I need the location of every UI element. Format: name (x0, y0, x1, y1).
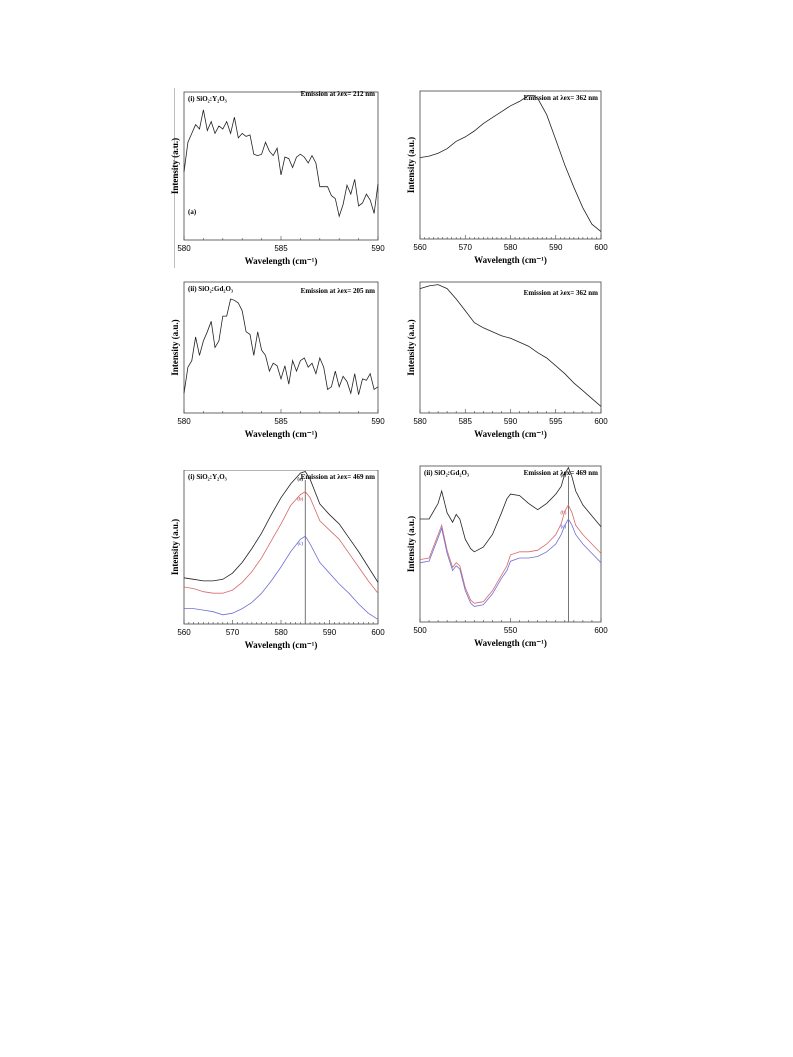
x-tick-label: 585 (274, 417, 288, 426)
y-axis-title: Intensity (a.u.) (170, 319, 180, 375)
y-axis-title: Intensity (a.u.) (406, 319, 416, 375)
chart-panel-2: 560 570 580 590 600 Wavelength (cm⁻¹) Intensit… (400, 85, 610, 275)
series-label: (a) (560, 474, 566, 479)
x-tick-label: 560 (177, 628, 191, 637)
x-tick-label: 590 (323, 628, 337, 637)
series-line-1 (419, 94, 602, 232)
series-line-1 (419, 284, 602, 407)
chart-svg: 580 585 590 Wavelength (cm⁻¹) Intensity (a.u… (170, 90, 385, 266)
plot-frame (183, 469, 379, 625)
chart-svg: 560 570 580 590 600 Wavelength (cm⁻¹) Intensit… (170, 469, 385, 650)
series-line-2 (183, 491, 379, 594)
series-line-1 (420, 466, 602, 553)
panel-label: (i) SiO₂:Y₂O₃ (188, 473, 227, 481)
x-tick-label: 600 (371, 628, 385, 637)
x-tick-label: 585 (459, 417, 473, 426)
plot-frame (419, 281, 602, 414)
x-axis-title: Wavelength (cm⁻¹) (474, 255, 547, 265)
chart-panel-4: 580 585 590 595 600 Wavelength (cm⁻¹) Intensit… (400, 278, 610, 458)
x-tick-label: 570 (226, 628, 240, 637)
x-tick-label: 585 (274, 244, 288, 253)
x-tick-label: 570 (459, 243, 473, 252)
emission-label: Emission at λex= 362 nm (524, 94, 598, 102)
series-line-1 (183, 471, 379, 583)
plot-frame (419, 90, 602, 240)
series-line-1 (183, 298, 379, 395)
x-tick-label: 590 (371, 417, 385, 426)
x-tick-label: 600 (594, 417, 608, 426)
x-tick-label: 580 (177, 417, 191, 426)
x-tick-label: 595 (549, 417, 563, 426)
emission-label: Emission at λex= 362 nm (524, 289, 598, 297)
x-tick-label: 560 (413, 243, 427, 252)
x-axis-title: Wavelength (cm⁻¹) (245, 429, 318, 439)
series-line-3 (184, 535, 379, 620)
x-axis-title: Wavelength (cm⁻¹) (474, 638, 547, 648)
panel-label: (i) SiO₂:Y₂O₃ (188, 95, 227, 103)
series-line-3 (419, 518, 602, 607)
x-tick-label: 600 (594, 626, 608, 635)
chart-panel-1: 580 585 590 Wavelength (cm⁻¹) Intensity (a.u… (170, 85, 385, 275)
panel-label: (ii) SiO₂:Gd₂O₃ (188, 285, 233, 293)
x-tick-label: 580 (274, 628, 288, 637)
series-line-1 (183, 109, 379, 218)
series-label: (b) (560, 511, 566, 516)
chart-panel-5: 560 570 580 590 600 Wavelength (cm⁻¹) Intensit… (170, 469, 385, 670)
x-axis-title: Wavelength (cm⁻¹) (245, 256, 318, 266)
chart-svg: 580 585 590 595 600 Wavelength (cm⁻¹) Intensit… (406, 281, 608, 439)
y-axis-title: Intensity (a.u.) (406, 137, 416, 193)
series-label: (a) (297, 478, 303, 483)
x-tick-label: 590 (504, 417, 518, 426)
x-tick-label: 580 (504, 243, 518, 252)
series-label: (c) (561, 525, 567, 530)
emission-label: Emission at λex= 212 nm (301, 90, 375, 98)
plot-frame (183, 91, 379, 241)
series-label: (c) (297, 542, 303, 547)
plot-frame (183, 281, 379, 414)
x-axis-title: Wavelength (cm⁻¹) (245, 640, 318, 650)
chart-svg: 580 585 590 Wavelength (cm⁻¹) Intensity (a.u… (170, 281, 385, 439)
chart-svg: 560 570 580 590 600 Wavelength (cm⁻¹) Intensit… (406, 90, 608, 265)
x-tick-label: 550 (504, 626, 518, 635)
x-tick-label: 600 (594, 243, 608, 252)
x-tick-label: 500 (413, 626, 427, 635)
y-axis-title: Intensity (a.u.) (170, 519, 180, 575)
x-tick-label: 580 (177, 244, 191, 253)
y-axis-title: Intensity (a.u.) (170, 138, 180, 194)
x-tick-label: 590 (371, 244, 385, 253)
panel-label: (ii) SiO₂:Gd₂O₃ (424, 469, 469, 477)
x-axis-title: Wavelength (cm⁻¹) (474, 429, 547, 439)
emission-label: Emission at λex= 205 nm (301, 287, 375, 295)
corner-label: (a) (188, 208, 197, 216)
series-line-2 (419, 504, 602, 604)
page-divider (174, 88, 175, 268)
emission-label: Emission at λex= 469 nm (524, 469, 598, 477)
x-tick-label: 590 (549, 243, 563, 252)
y-axis-title: Intensity (a.u.) (406, 516, 416, 572)
chart-panel-6: 500 550 600 Wavelength (cm⁻¹) Intensity (a.u… (400, 462, 610, 667)
chart-panel-3: 580 585 590 Wavelength (cm⁻¹) Intensity (a.u… (170, 278, 385, 458)
series-label: (b) (297, 498, 303, 503)
x-tick-label: 580 (413, 417, 427, 426)
plot-frame (419, 465, 602, 623)
emission-label: Emission at λex= 469 nm (301, 473, 375, 481)
chart-svg: 500 550 600 Wavelength (cm⁻¹) Intensity (a.u… (406, 465, 608, 648)
